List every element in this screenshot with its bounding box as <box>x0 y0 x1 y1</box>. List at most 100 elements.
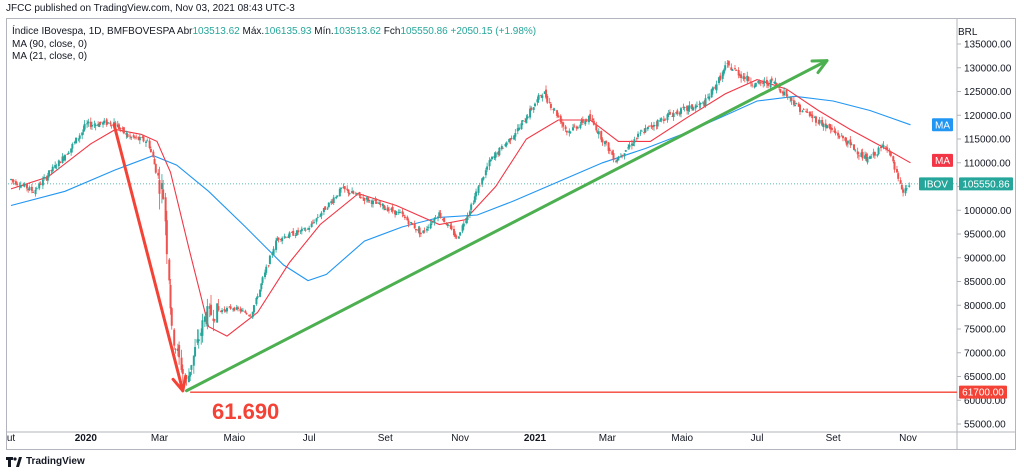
footer-brand: TradingView <box>26 456 85 467</box>
candle <box>292 228 295 236</box>
candle <box>619 153 622 158</box>
candle <box>149 146 152 153</box>
candle <box>846 140 849 148</box>
candle-body <box>482 176 485 180</box>
candle <box>899 177 902 185</box>
candle-body <box>553 109 556 111</box>
candle-body <box>130 136 133 138</box>
candle-body <box>439 213 442 218</box>
candle <box>165 210 168 264</box>
candle-body <box>822 123 825 128</box>
candle <box>473 192 476 204</box>
candle <box>581 116 584 126</box>
candle-body <box>587 115 590 123</box>
candle <box>450 222 453 231</box>
candle <box>753 83 756 89</box>
candle-body <box>342 186 345 189</box>
candle-body <box>537 94 540 100</box>
candle-body <box>210 304 213 315</box>
candle <box>844 136 847 143</box>
candle-body <box>149 148 152 152</box>
candle-body <box>854 149 857 151</box>
candle-body <box>844 137 847 141</box>
candle <box>664 117 667 121</box>
candle <box>537 93 540 103</box>
candle-body <box>876 154 879 156</box>
legend-ma90[interactable]: MA (90, close, 0) <box>12 38 88 50</box>
candle-body <box>457 236 460 239</box>
candle <box>834 128 837 136</box>
candle <box>651 125 654 131</box>
legend-ma21[interactable]: MA (21, close, 0) <box>12 51 88 62</box>
candle-body <box>240 310 243 311</box>
candle-body <box>57 160 60 167</box>
candle <box>212 309 215 332</box>
candle-body <box>795 103 798 105</box>
candle-body <box>695 105 698 107</box>
candle <box>89 117 92 130</box>
candle-body <box>267 265 270 267</box>
candle <box>880 144 883 152</box>
candle <box>457 235 460 239</box>
candle <box>569 131 572 134</box>
candle-body <box>18 185 21 187</box>
candle-body <box>164 197 167 222</box>
candle <box>237 305 240 312</box>
candle-body <box>508 138 511 143</box>
candle-body <box>449 225 452 227</box>
candle <box>572 123 575 132</box>
currency-label: BRL <box>958 27 978 38</box>
y-tick-label: 90000.00 <box>964 253 1006 264</box>
candle-body <box>461 225 464 232</box>
candle-body <box>434 218 437 220</box>
candle <box>157 169 160 179</box>
candle <box>623 153 626 160</box>
candle-body <box>828 124 831 129</box>
candle <box>75 137 78 144</box>
candle <box>430 218 433 226</box>
candle <box>724 61 727 72</box>
candle-body <box>284 236 287 238</box>
candle-body <box>475 191 478 197</box>
candle <box>338 187 341 197</box>
chart-frame <box>6 18 1016 450</box>
candle <box>892 155 895 164</box>
candle <box>545 85 548 100</box>
candle-body <box>168 259 171 281</box>
candle <box>648 125 651 128</box>
candle-body <box>370 200 373 205</box>
candle-body <box>892 156 895 162</box>
candle <box>232 307 235 312</box>
candle <box>759 81 762 87</box>
candle <box>173 328 176 350</box>
candle-body <box>617 156 620 161</box>
candle <box>742 72 745 81</box>
candle <box>154 163 157 174</box>
candle <box>549 102 552 111</box>
candle-body <box>749 81 752 84</box>
candle-body <box>644 127 647 133</box>
y-tick-label: 60000.00 <box>964 396 1006 407</box>
candle-body <box>751 84 754 86</box>
candle-body <box>359 196 362 199</box>
candle <box>425 226 428 233</box>
candle-body <box>452 228 455 235</box>
price-tag-close: IBOV <box>919 177 953 191</box>
candle-body <box>437 216 440 219</box>
candle <box>762 79 765 88</box>
candle-body <box>866 157 869 163</box>
candle <box>12 178 15 185</box>
candle <box>491 156 494 161</box>
candle <box>624 149 627 152</box>
candle-body <box>682 106 685 109</box>
candle <box>46 172 49 184</box>
candle-body <box>699 102 702 105</box>
candle <box>176 343 179 357</box>
candle <box>608 147 611 155</box>
candle-body <box>513 135 516 140</box>
candle <box>828 123 831 130</box>
candle-body <box>856 151 859 155</box>
candle-body <box>391 206 394 212</box>
candle <box>291 231 294 233</box>
